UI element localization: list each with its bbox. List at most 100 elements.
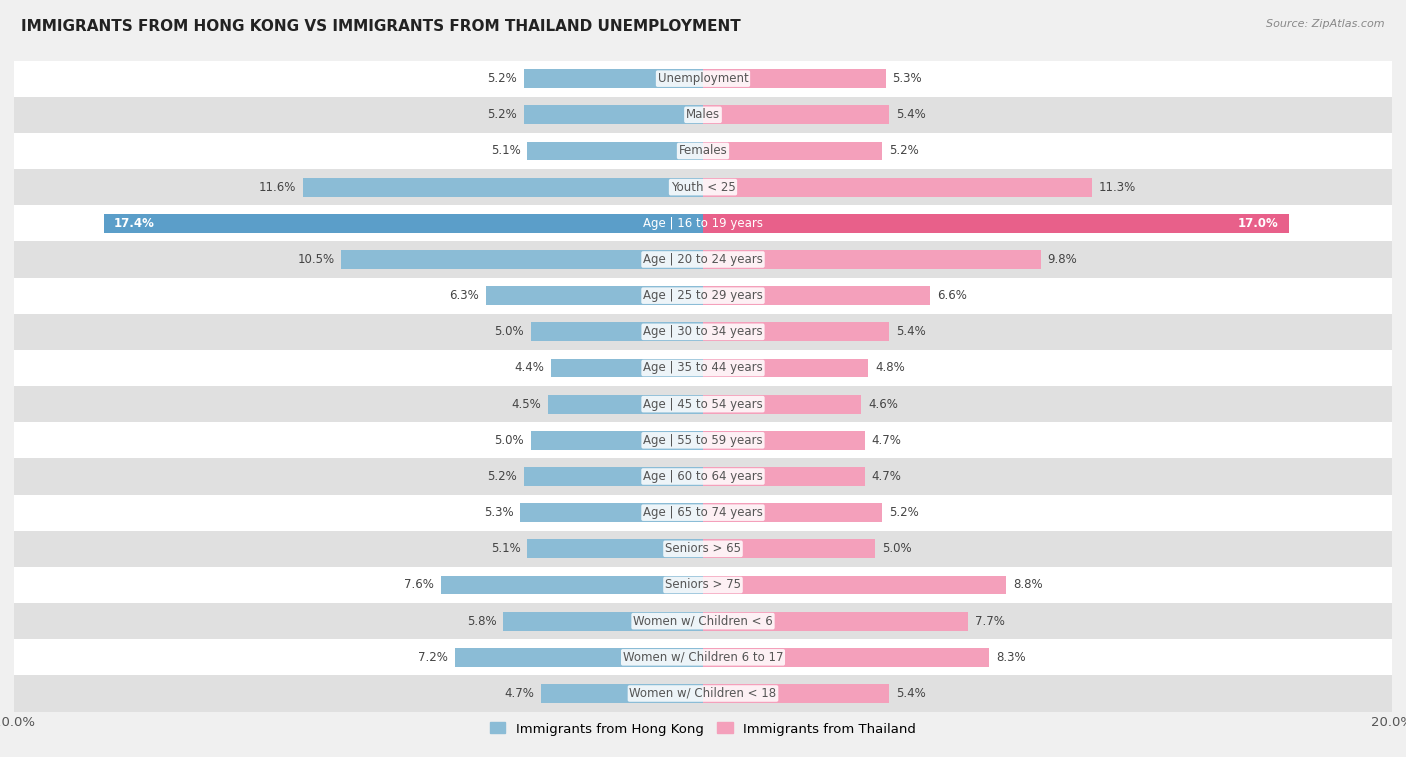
Text: Age | 20 to 24 years: Age | 20 to 24 years — [643, 253, 763, 266]
Text: 4.4%: 4.4% — [515, 362, 544, 375]
Text: Age | 30 to 34 years: Age | 30 to 34 years — [643, 326, 763, 338]
Bar — [703, 467, 865, 486]
Text: 5.2%: 5.2% — [889, 506, 918, 519]
Text: 4.7%: 4.7% — [872, 470, 901, 483]
Bar — [14, 675, 1392, 712]
Text: 5.0%: 5.0% — [495, 434, 524, 447]
Bar — [703, 69, 886, 88]
Text: 5.4%: 5.4% — [896, 108, 925, 121]
Bar — [703, 105, 889, 124]
Text: 4.6%: 4.6% — [869, 397, 898, 410]
Text: Seniors > 75: Seniors > 75 — [665, 578, 741, 591]
Text: 5.4%: 5.4% — [896, 326, 925, 338]
Bar — [14, 639, 1392, 675]
Bar — [14, 494, 1392, 531]
Text: Age | 65 to 74 years: Age | 65 to 74 years — [643, 506, 763, 519]
Text: 8.8%: 8.8% — [1012, 578, 1043, 591]
Bar — [14, 97, 1392, 133]
Text: 5.0%: 5.0% — [882, 542, 911, 556]
Bar — [703, 142, 882, 160]
Text: 11.3%: 11.3% — [1099, 181, 1136, 194]
Text: 7.6%: 7.6% — [405, 578, 434, 591]
Text: Males: Males — [686, 108, 720, 121]
Bar — [14, 169, 1392, 205]
Text: Age | 60 to 64 years: Age | 60 to 64 years — [643, 470, 763, 483]
Text: 17.4%: 17.4% — [114, 217, 155, 230]
Bar — [531, 431, 703, 450]
Bar — [14, 133, 1392, 169]
Bar — [14, 313, 1392, 350]
Bar — [14, 422, 1392, 459]
Bar — [703, 648, 988, 667]
Text: Youth < 25: Youth < 25 — [671, 181, 735, 194]
Bar — [527, 540, 703, 558]
Text: 10.5%: 10.5% — [297, 253, 335, 266]
Text: 5.4%: 5.4% — [896, 687, 925, 700]
Bar — [541, 684, 703, 703]
Bar — [703, 503, 882, 522]
Text: 5.1%: 5.1% — [491, 542, 520, 556]
Text: 5.3%: 5.3% — [484, 506, 513, 519]
Bar — [703, 250, 1040, 269]
Bar — [441, 575, 703, 594]
Text: 17.0%: 17.0% — [1237, 217, 1278, 230]
Bar — [456, 648, 703, 667]
Text: 7.2%: 7.2% — [418, 651, 449, 664]
Bar — [14, 350, 1392, 386]
Text: Women w/ Children < 6: Women w/ Children < 6 — [633, 615, 773, 628]
Bar — [703, 178, 1092, 197]
Text: 5.3%: 5.3% — [893, 72, 922, 85]
Text: 5.2%: 5.2% — [488, 470, 517, 483]
Text: 11.6%: 11.6% — [259, 181, 297, 194]
Text: Seniors > 65: Seniors > 65 — [665, 542, 741, 556]
Bar — [548, 394, 703, 413]
Bar — [14, 459, 1392, 494]
Bar — [703, 394, 862, 413]
Text: Source: ZipAtlas.com: Source: ZipAtlas.com — [1267, 19, 1385, 29]
Text: 5.2%: 5.2% — [889, 145, 918, 157]
Text: 4.7%: 4.7% — [872, 434, 901, 447]
Text: 6.3%: 6.3% — [450, 289, 479, 302]
Bar — [703, 575, 1007, 594]
Text: 8.3%: 8.3% — [995, 651, 1025, 664]
Bar — [520, 503, 703, 522]
Bar — [703, 431, 865, 450]
Text: 5.0%: 5.0% — [495, 326, 524, 338]
Bar — [14, 386, 1392, 422]
Text: IMMIGRANTS FROM HONG KONG VS IMMIGRANTS FROM THAILAND UNEMPLOYMENT: IMMIGRANTS FROM HONG KONG VS IMMIGRANTS … — [21, 19, 741, 34]
Bar — [703, 540, 875, 558]
Bar — [703, 684, 889, 703]
Text: 4.5%: 4.5% — [512, 397, 541, 410]
Text: 5.8%: 5.8% — [467, 615, 496, 628]
Text: Age | 35 to 44 years: Age | 35 to 44 years — [643, 362, 763, 375]
Text: Age | 16 to 19 years: Age | 16 to 19 years — [643, 217, 763, 230]
Bar — [527, 142, 703, 160]
Text: Age | 25 to 29 years: Age | 25 to 29 years — [643, 289, 763, 302]
Text: 4.7%: 4.7% — [505, 687, 534, 700]
Text: 4.8%: 4.8% — [875, 362, 905, 375]
Text: Women w/ Children < 18: Women w/ Children < 18 — [630, 687, 776, 700]
Bar — [703, 286, 931, 305]
Bar — [703, 359, 869, 378]
Text: Women w/ Children 6 to 17: Women w/ Children 6 to 17 — [623, 651, 783, 664]
Bar — [524, 105, 703, 124]
Bar — [104, 214, 703, 232]
Bar — [14, 531, 1392, 567]
Bar — [342, 250, 703, 269]
Bar — [14, 241, 1392, 278]
Text: 5.2%: 5.2% — [488, 72, 517, 85]
Text: 6.6%: 6.6% — [938, 289, 967, 302]
Text: Age | 45 to 54 years: Age | 45 to 54 years — [643, 397, 763, 410]
Bar — [14, 205, 1392, 241]
Text: Age | 55 to 59 years: Age | 55 to 59 years — [643, 434, 763, 447]
Bar — [486, 286, 703, 305]
Bar — [551, 359, 703, 378]
Bar — [14, 567, 1392, 603]
Bar — [14, 278, 1392, 313]
Legend: Immigrants from Hong Kong, Immigrants from Thailand: Immigrants from Hong Kong, Immigrants fr… — [484, 717, 922, 741]
Bar — [524, 69, 703, 88]
Bar — [14, 61, 1392, 97]
Text: 7.7%: 7.7% — [976, 615, 1005, 628]
Text: 5.1%: 5.1% — [491, 145, 520, 157]
Text: Unemployment: Unemployment — [658, 72, 748, 85]
